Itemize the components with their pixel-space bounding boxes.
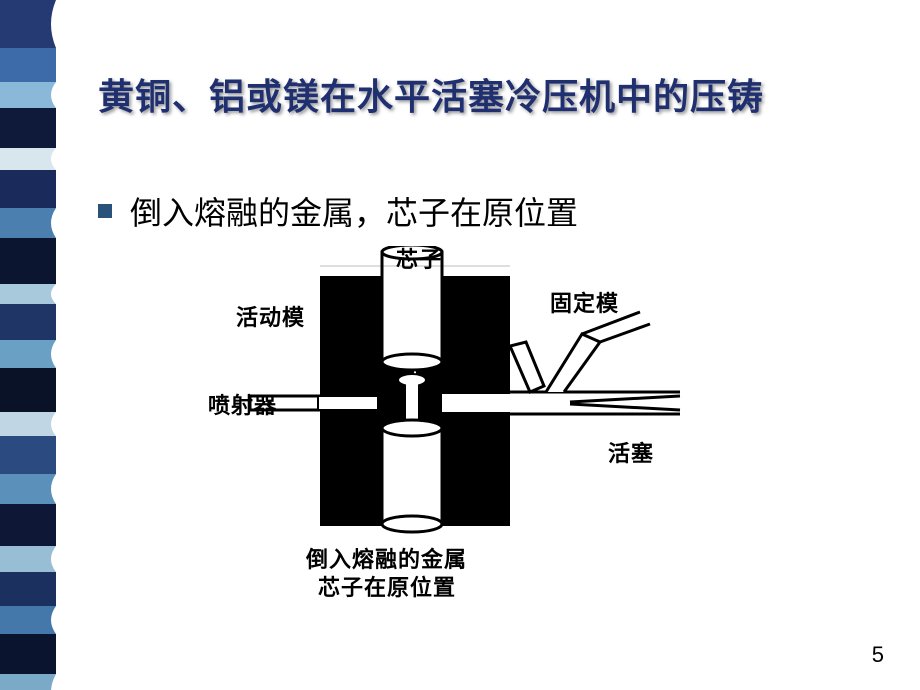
- bullet-row: 倒入熔融的金属，芯子在原位置: [98, 188, 578, 234]
- label-core: 芯子: [396, 242, 442, 274]
- slide-title: 黄铜、铝或镁在水平活塞冷压机中的压铸: [98, 68, 764, 120]
- label-fixed-die: 固定模: [550, 286, 619, 318]
- label-caption-2: 芯子在原位置: [318, 570, 456, 602]
- die-casting-diagram: 芯子 活动模 喷射器 固定模 活塞 倒入熔融的金属 芯子在原位置: [210, 246, 690, 606]
- bullet-marker: [98, 204, 112, 218]
- label-ejector: 喷射器: [208, 388, 277, 420]
- label-movable-die: 活动模: [236, 300, 305, 332]
- slide: 黄铜、铝或镁在水平活塞冷压机中的压铸 倒入熔融的金属，芯子在原位置: [0, 0, 920, 690]
- left-border-decoration: [0, 0, 56, 690]
- label-piston: 活塞: [608, 436, 654, 468]
- bullet-text: 倒入熔融的金属，芯子在原位置: [130, 188, 578, 234]
- page-number: 5: [872, 642, 884, 668]
